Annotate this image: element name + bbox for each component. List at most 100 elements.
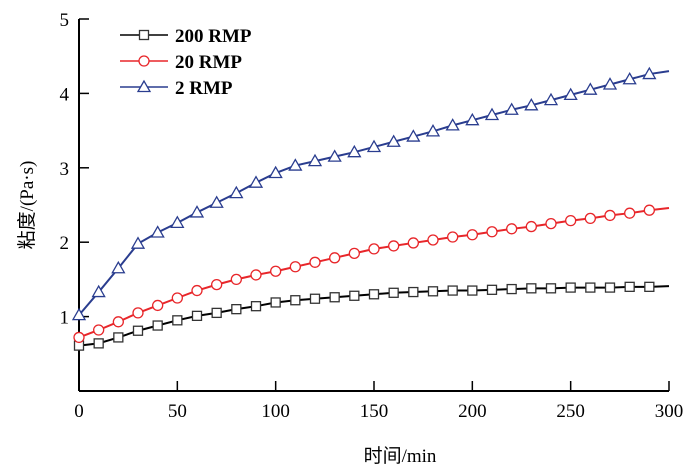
x-tick-label: 0 <box>74 401 84 422</box>
data-point <box>289 261 301 273</box>
x-axis-label: 时间/min <box>364 445 437 467</box>
data-point <box>270 265 282 277</box>
data-point <box>642 66 657 80</box>
data-point <box>583 82 598 95</box>
x-tick-label: 150 <box>360 401 389 422</box>
data-point <box>73 331 85 344</box>
data-point <box>504 102 519 115</box>
data-point <box>191 310 203 322</box>
data-point <box>329 252 341 264</box>
data-point <box>171 292 183 304</box>
data-point <box>130 236 146 249</box>
data-point <box>250 269 262 281</box>
legend-marker <box>138 29 150 41</box>
data-point <box>427 286 439 297</box>
data-point <box>643 204 655 216</box>
data-point <box>368 243 380 255</box>
data-point <box>170 215 185 229</box>
data-point <box>248 175 264 188</box>
series-20-rmp <box>73 204 670 344</box>
data-point <box>445 118 460 131</box>
data-point <box>152 299 164 312</box>
data-point <box>347 144 362 158</box>
data-point <box>408 286 419 298</box>
data-point <box>524 97 539 111</box>
data-point <box>211 307 222 319</box>
legend-item: 200 RMP <box>120 26 252 47</box>
data-point <box>465 112 480 126</box>
data-point <box>366 139 382 153</box>
legend-item: 20 RMP <box>120 52 242 73</box>
data-point <box>467 285 478 296</box>
data-point <box>624 207 636 219</box>
data-point <box>585 282 596 293</box>
data-point <box>506 223 518 235</box>
legend-label: 2 RMP <box>175 78 233 99</box>
series-2-rmp <box>71 66 670 321</box>
data-point <box>290 295 301 306</box>
data-point <box>309 256 321 268</box>
data-point <box>545 283 557 294</box>
data-point <box>563 87 578 101</box>
data-point <box>348 247 360 260</box>
data-point <box>270 297 281 308</box>
data-point <box>622 71 637 85</box>
data-point <box>602 77 618 90</box>
data-point <box>71 307 87 321</box>
data-point <box>211 278 223 291</box>
data-point <box>427 234 439 246</box>
data-point <box>189 205 205 218</box>
data-point <box>93 338 104 349</box>
x-tick-label: 250 <box>556 401 585 422</box>
data-point <box>386 134 401 147</box>
y-tick-label: 1 <box>60 308 70 329</box>
data-point <box>565 214 577 227</box>
legend-marker <box>136 79 152 93</box>
data-point <box>624 281 635 292</box>
data-point <box>425 124 441 137</box>
data-point <box>484 107 500 121</box>
series-line <box>78 70 670 316</box>
data-point <box>368 289 380 300</box>
axes: 0 50 100 150 200 250 300 1 2 3 4 5 <box>60 10 684 422</box>
data-point <box>545 217 557 230</box>
data-point <box>584 212 596 225</box>
x-tick-label: 100 <box>261 401 290 422</box>
data-point <box>268 165 283 179</box>
series-group <box>71 66 670 351</box>
data-point <box>250 301 262 312</box>
x-tick-label: 300 <box>655 401 684 422</box>
data-point <box>152 320 163 331</box>
y-tick-label: 2 <box>60 233 70 254</box>
data-point <box>525 220 537 233</box>
data-point <box>526 283 537 294</box>
data-point <box>329 292 340 303</box>
data-point <box>406 129 421 142</box>
data-point <box>231 304 242 315</box>
data-point <box>113 332 124 343</box>
data-point <box>327 149 342 162</box>
data-point <box>486 226 498 238</box>
data-point <box>309 293 321 304</box>
data-point <box>543 92 559 106</box>
data-point <box>150 225 165 238</box>
y-tick-label: 4 <box>60 84 70 105</box>
data-point <box>229 185 244 199</box>
data-point <box>388 240 400 252</box>
x-tick-label: 50 <box>168 401 187 422</box>
y-tick-label: 3 <box>60 159 70 180</box>
data-point <box>209 195 224 208</box>
legend-marker <box>138 55 150 67</box>
data-point <box>506 283 517 295</box>
series-200-rmp <box>73 281 670 351</box>
data-point <box>604 209 616 222</box>
legend: 200 RMP 20 RMP 2 RMP <box>120 26 252 99</box>
legend-item: 2 RMP <box>120 78 233 99</box>
data-point <box>230 273 242 286</box>
data-point <box>111 260 126 274</box>
data-point <box>644 281 655 292</box>
legend-label: 20 RMP <box>175 52 242 73</box>
data-point <box>132 325 144 336</box>
data-point <box>132 307 144 319</box>
